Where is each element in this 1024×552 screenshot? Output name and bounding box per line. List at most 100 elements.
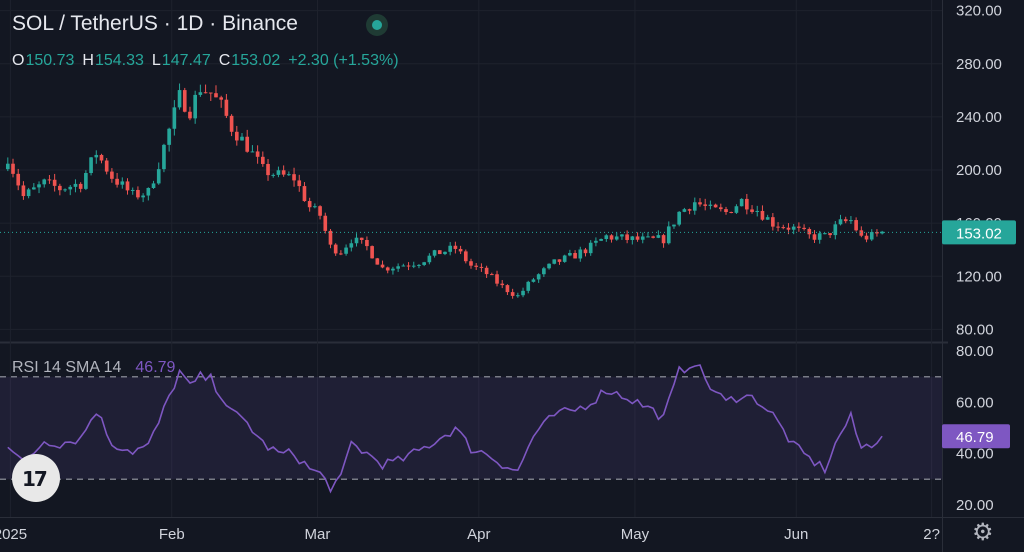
candle-body: [713, 204, 718, 208]
x-tick-label: Feb: [159, 526, 185, 543]
candle-body: [130, 189, 135, 191]
candle-body: [869, 232, 874, 240]
candle-body: [276, 170, 281, 175]
candle-body: [110, 171, 114, 179]
candle-body: [443, 251, 447, 255]
last-price-label: 153.02: [956, 225, 1002, 242]
rsi-legend[interactable]: RSI 14 SMA 14 46.79: [12, 359, 175, 377]
candle-body: [542, 268, 546, 275]
candle-body: [182, 90, 187, 112]
candle-body: [604, 235, 609, 240]
candle-body: [307, 201, 312, 208]
candle-body: [125, 181, 130, 191]
candle-body: [255, 151, 260, 157]
candle-body: [547, 263, 551, 269]
close-value: 153.02: [231, 52, 281, 69]
candle-body: [677, 211, 681, 225]
live-dot-icon: [366, 14, 388, 36]
gear-icon[interactable]: ⚙: [972, 518, 994, 546]
x-tick-label: May: [621, 526, 650, 543]
candle-body: [802, 227, 806, 230]
candle-body: [469, 261, 473, 266]
candle-body: [734, 206, 739, 213]
candle-body: [115, 178, 119, 185]
candle-body: [521, 290, 525, 296]
candle-body: [380, 264, 385, 268]
rsi-tick-label: 40.00: [956, 446, 994, 463]
candle-body: [458, 248, 463, 252]
candle-body: [359, 237, 364, 240]
candles-layer: [0, 83, 942, 299]
price-tick-label: 120.00: [956, 268, 1002, 285]
candle-body: [375, 258, 380, 265]
candle-body: [531, 279, 536, 282]
candle-body: [323, 215, 328, 231]
candle-body: [385, 267, 390, 271]
candle-body: [167, 128, 171, 145]
candle-body: [177, 90, 182, 108]
candle-body: [807, 229, 812, 235]
symbol-title[interactable]: SOL / TetherUS · 1D · Binance: [12, 12, 298, 35]
open-value: 150.73: [25, 52, 75, 69]
candle-body: [562, 255, 567, 262]
candle-body: [817, 233, 822, 240]
candle-body: [52, 179, 57, 186]
price-tick-label: 320.00: [956, 3, 1002, 20]
close-key: C: [218, 52, 231, 69]
candle-body: [313, 206, 317, 208]
tradingview-logo[interactable]: 17: [12, 454, 60, 502]
candle-body: [16, 173, 21, 186]
rsi-band: [0, 376, 942, 480]
candle-body: [219, 97, 224, 100]
candle-body: [78, 183, 83, 189]
candle-body: [396, 266, 400, 269]
rsi-label: RSI 14 SMA 14: [12, 359, 122, 376]
candle-body: [11, 163, 15, 174]
candle-body: [823, 233, 827, 235]
price-tick-label: 280.00: [956, 56, 1002, 73]
candle-body: [594, 240, 598, 243]
last-price-badge: [942, 220, 1016, 245]
candle-body: [786, 227, 791, 230]
candle-body: [172, 107, 177, 129]
candle-body: [703, 204, 708, 206]
ohlc-legend: O150.73 H154.33 L147.47 C153.02 +2.30 (+1.53…: [12, 52, 407, 70]
candle-body: [37, 184, 41, 188]
candle-body: [47, 179, 52, 181]
candle-body: [349, 243, 354, 248]
x-tick-label: Jun: [784, 526, 808, 543]
candle-body: [63, 189, 67, 191]
candle-body: [141, 195, 145, 198]
candle-body: [687, 209, 692, 211]
candle-body: [708, 204, 713, 206]
rsi-layer: [0, 364, 942, 494]
candle-body: [240, 136, 244, 141]
candle-body: [333, 244, 338, 254]
candle-body: [771, 217, 775, 227]
candle-body: [406, 265, 411, 267]
candle-body: [797, 226, 801, 228]
candle-body: [302, 186, 307, 202]
candle-body: [188, 111, 192, 119]
candle-body: [489, 274, 494, 276]
candle-body: [599, 239, 603, 241]
candle-body: [776, 226, 780, 228]
candle-body: [370, 246, 374, 259]
candle-body: [625, 234, 629, 240]
candle-body: [281, 170, 286, 175]
candle-body: [292, 174, 296, 181]
candle-body: [250, 151, 255, 153]
candle-body: [828, 233, 832, 236]
candle-body: [630, 236, 635, 240]
candle-body: [245, 136, 250, 152]
candle-body: [229, 115, 234, 132]
candle-body: [391, 268, 395, 271]
candle-body: [344, 247, 348, 254]
candle-body: [68, 186, 73, 190]
candle-body: [104, 160, 109, 172]
candle-body: [609, 235, 614, 240]
candle-body: [401, 265, 406, 267]
candle-body: [151, 183, 156, 189]
candle-body: [432, 250, 437, 256]
